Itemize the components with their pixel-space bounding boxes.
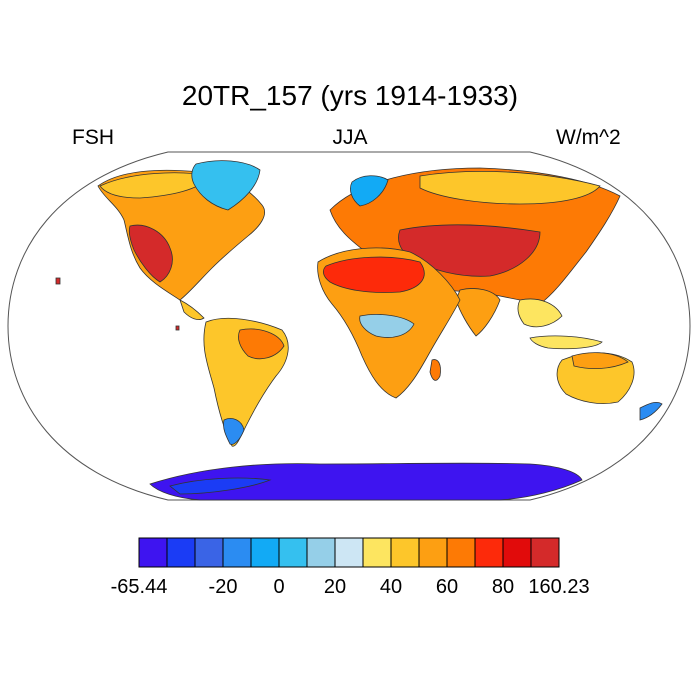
colorbar-box	[138, 537, 168, 568]
colorbar-tick-label: 0	[273, 576, 285, 598]
colorbar-tick-label: 160.23	[528, 576, 590, 598]
southeast-asia	[517, 298, 563, 328]
colorbar-box	[250, 537, 280, 568]
colorbar-box	[306, 537, 336, 568]
scandinavia	[350, 175, 389, 207]
colorbar-box	[502, 537, 532, 568]
colorbar-box	[194, 537, 224, 568]
north-america-north	[99, 172, 211, 199]
australia-north	[571, 352, 629, 370]
colorbar-tick-label: -65.44	[110, 576, 168, 598]
colorbar-box	[530, 537, 560, 568]
sahara-hot	[322, 256, 425, 293]
siberia	[419, 171, 601, 205]
indonesia	[529, 335, 603, 350]
colorbar-box	[278, 537, 308, 568]
south-america-hot	[238, 328, 285, 360]
india	[455, 288, 501, 337]
pacific-island	[175, 325, 180, 331]
antarctica	[149, 462, 583, 501]
hawaii	[55, 277, 61, 285]
north-america-west	[128, 224, 173, 283]
south-america-south	[223, 418, 245, 445]
colorbar-box	[166, 537, 196, 568]
central-america	[179, 299, 205, 320]
map-title: 20TR_157 (yrs 1914-1933)	[181, 80, 519, 111]
season-label: JJA	[332, 126, 368, 149]
colorbar-tick-label: 40	[379, 576, 403, 598]
new-zealand	[639, 401, 663, 421]
madagascar	[429, 359, 441, 381]
colorbar-box	[418, 537, 448, 568]
variable-label: FSH	[72, 126, 114, 149]
units-label: W/m^2	[556, 126, 621, 149]
antarctica-coast	[169, 477, 272, 495]
colorbar-tick-label: -20	[208, 576, 238, 598]
colorbar-box	[362, 537, 392, 568]
colorbar-box	[446, 537, 476, 568]
colorbar-tick-label: 60	[435, 576, 459, 598]
colorbar-box	[334, 537, 364, 568]
colorbar-box	[474, 537, 504, 568]
greenland	[191, 160, 261, 211]
colorbar-box	[390, 537, 420, 568]
colorbar-tick-label: 20	[323, 576, 347, 598]
land-layer	[55, 160, 663, 501]
colorbar-box	[222, 537, 252, 568]
colorbar-tick-label: 80	[491, 576, 515, 598]
central-africa	[359, 314, 415, 338]
colorbar-boxes	[138, 537, 560, 568]
